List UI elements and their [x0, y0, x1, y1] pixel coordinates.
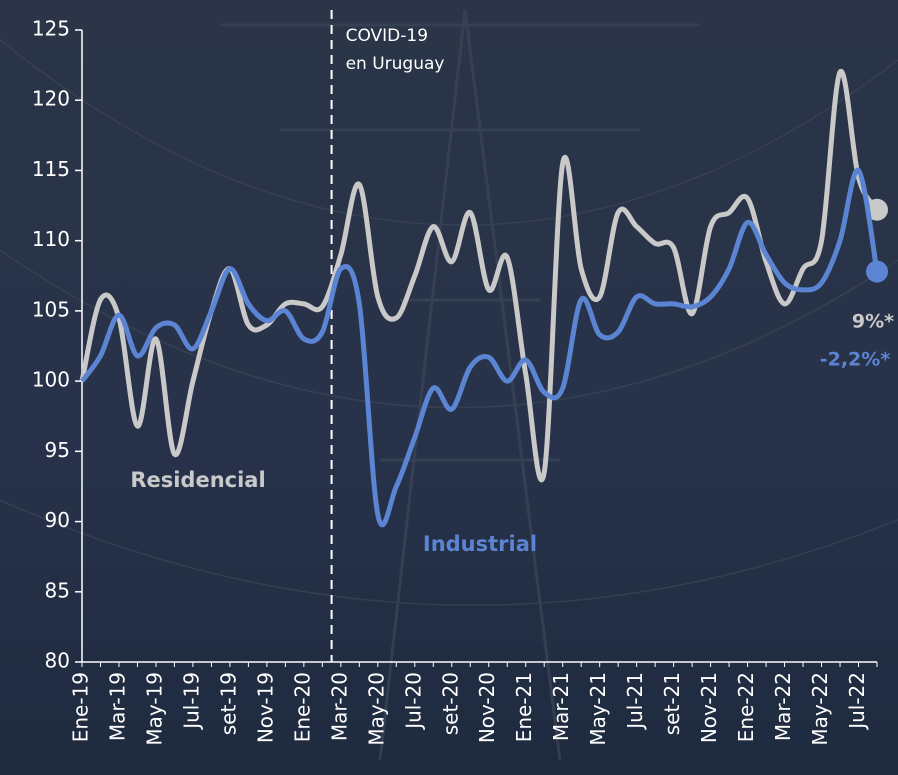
end-point — [866, 261, 888, 283]
x-tick-label: Mar-20 — [327, 672, 351, 741]
y-tick-label: 115 — [32, 157, 70, 181]
x-tick-label: Ene-19 — [69, 672, 93, 742]
x-tick-label: Nov-21 — [697, 672, 721, 743]
x-tick-label: Jul-21 — [623, 672, 647, 731]
x-tick-label: Mar-19 — [105, 672, 129, 741]
y-tick-label: 80 — [45, 649, 70, 673]
x-tick-label: set-20 — [438, 672, 462, 735]
x-tick-label: Ene-21 — [512, 672, 536, 742]
x-tick-label: Jul-22 — [845, 672, 869, 731]
x-tick-label: Mar-21 — [549, 672, 573, 741]
x-tick-label: Ene-22 — [734, 672, 758, 742]
end-label: 9%* — [852, 311, 894, 333]
x-tick-label: May-19 — [142, 672, 166, 746]
y-tick-label: 120 — [32, 87, 70, 111]
x-tick-label: May-21 — [586, 672, 610, 746]
y-tick-label: 110 — [32, 227, 70, 251]
x-tick-label: set-21 — [660, 672, 684, 735]
y-tick-label: 125 — [32, 17, 70, 41]
series-label: Industrial — [423, 532, 537, 556]
annotation: en Uruguay — [346, 54, 445, 74]
y-tick-label: 105 — [32, 297, 70, 321]
y-tick-label: 100 — [32, 368, 70, 392]
x-tick-label: May-22 — [808, 672, 832, 746]
background — [0, 0, 898, 775]
x-tick-label: Jul-19 — [179, 672, 203, 731]
x-tick-label: Mar-22 — [771, 672, 795, 741]
series-label: Residencial — [130, 468, 265, 492]
y-tick-label: 85 — [45, 578, 70, 602]
x-tick-label: Nov-20 — [475, 672, 499, 743]
x-tick-label: Ene-20 — [290, 672, 314, 742]
y-tick-label: 95 — [45, 438, 70, 462]
chart: 80 85 90 95 100 105 110 115 120 125 Ene-19 Mar-19 Ma… — [0, 0, 898, 775]
annotation: COVID-19 — [346, 26, 428, 46]
y-tick-label: 90 — [45, 508, 70, 532]
x-tick-label: Nov-19 — [253, 672, 277, 743]
x-tick-label: set-19 — [216, 672, 240, 735]
end-label: -2,2%* — [820, 349, 891, 371]
x-tick-label: Jul-20 — [401, 672, 425, 731]
x-tick-label: May-20 — [364, 672, 388, 746]
